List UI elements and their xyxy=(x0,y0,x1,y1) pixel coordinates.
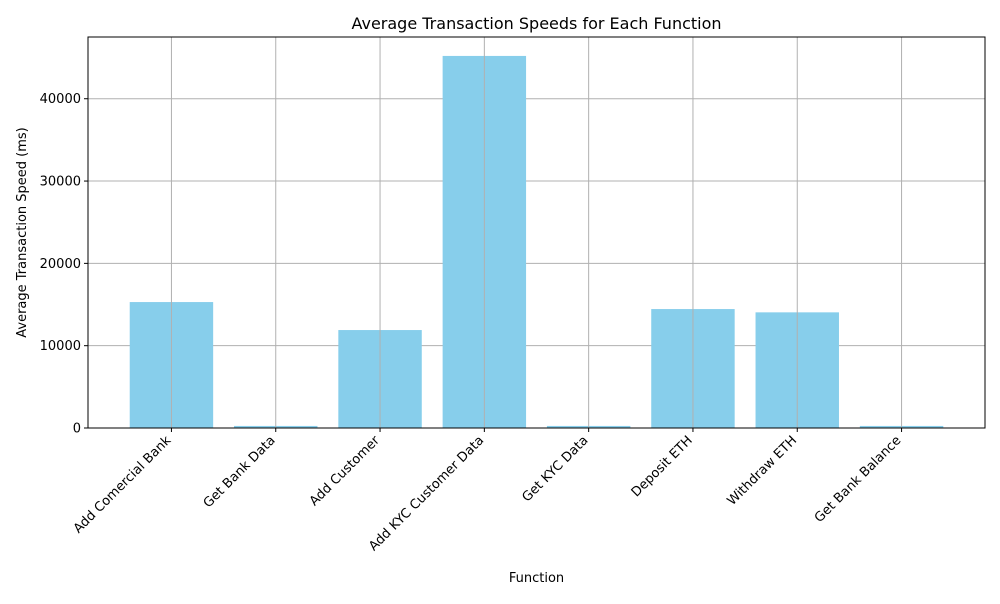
x-tick-label: Add Customer xyxy=(307,433,383,509)
x-axis-label: Function xyxy=(509,571,564,586)
chart-title: Average Transaction Speeds for Each Func… xyxy=(351,14,721,33)
x-tick-label: Add KYC Customer Data xyxy=(366,433,487,554)
plot-frame xyxy=(87,36,986,429)
y-tick-label: 20000 xyxy=(40,257,81,272)
x-tick-label: Withdraw ETH xyxy=(725,433,801,509)
grid-layer xyxy=(88,98,985,429)
x-tick-label: Deposit ETH xyxy=(629,433,696,500)
bars-layer xyxy=(129,37,944,429)
x-tick-label: Get KYC Data xyxy=(519,433,591,505)
y-tick-label: 30000 xyxy=(40,175,81,190)
y-tick-label: 0 xyxy=(73,422,81,437)
x-tick-label: Add Comercial Bank xyxy=(71,433,175,537)
x-tick-label: Get Bank Balance xyxy=(812,433,905,526)
x-tick-label: Get Bank Data xyxy=(201,433,279,511)
y-axis-label: Average Transaction Speed (ms) xyxy=(15,127,30,337)
y-tick-label: 10000 xyxy=(40,339,81,354)
y-tick-label: 40000 xyxy=(40,92,81,107)
